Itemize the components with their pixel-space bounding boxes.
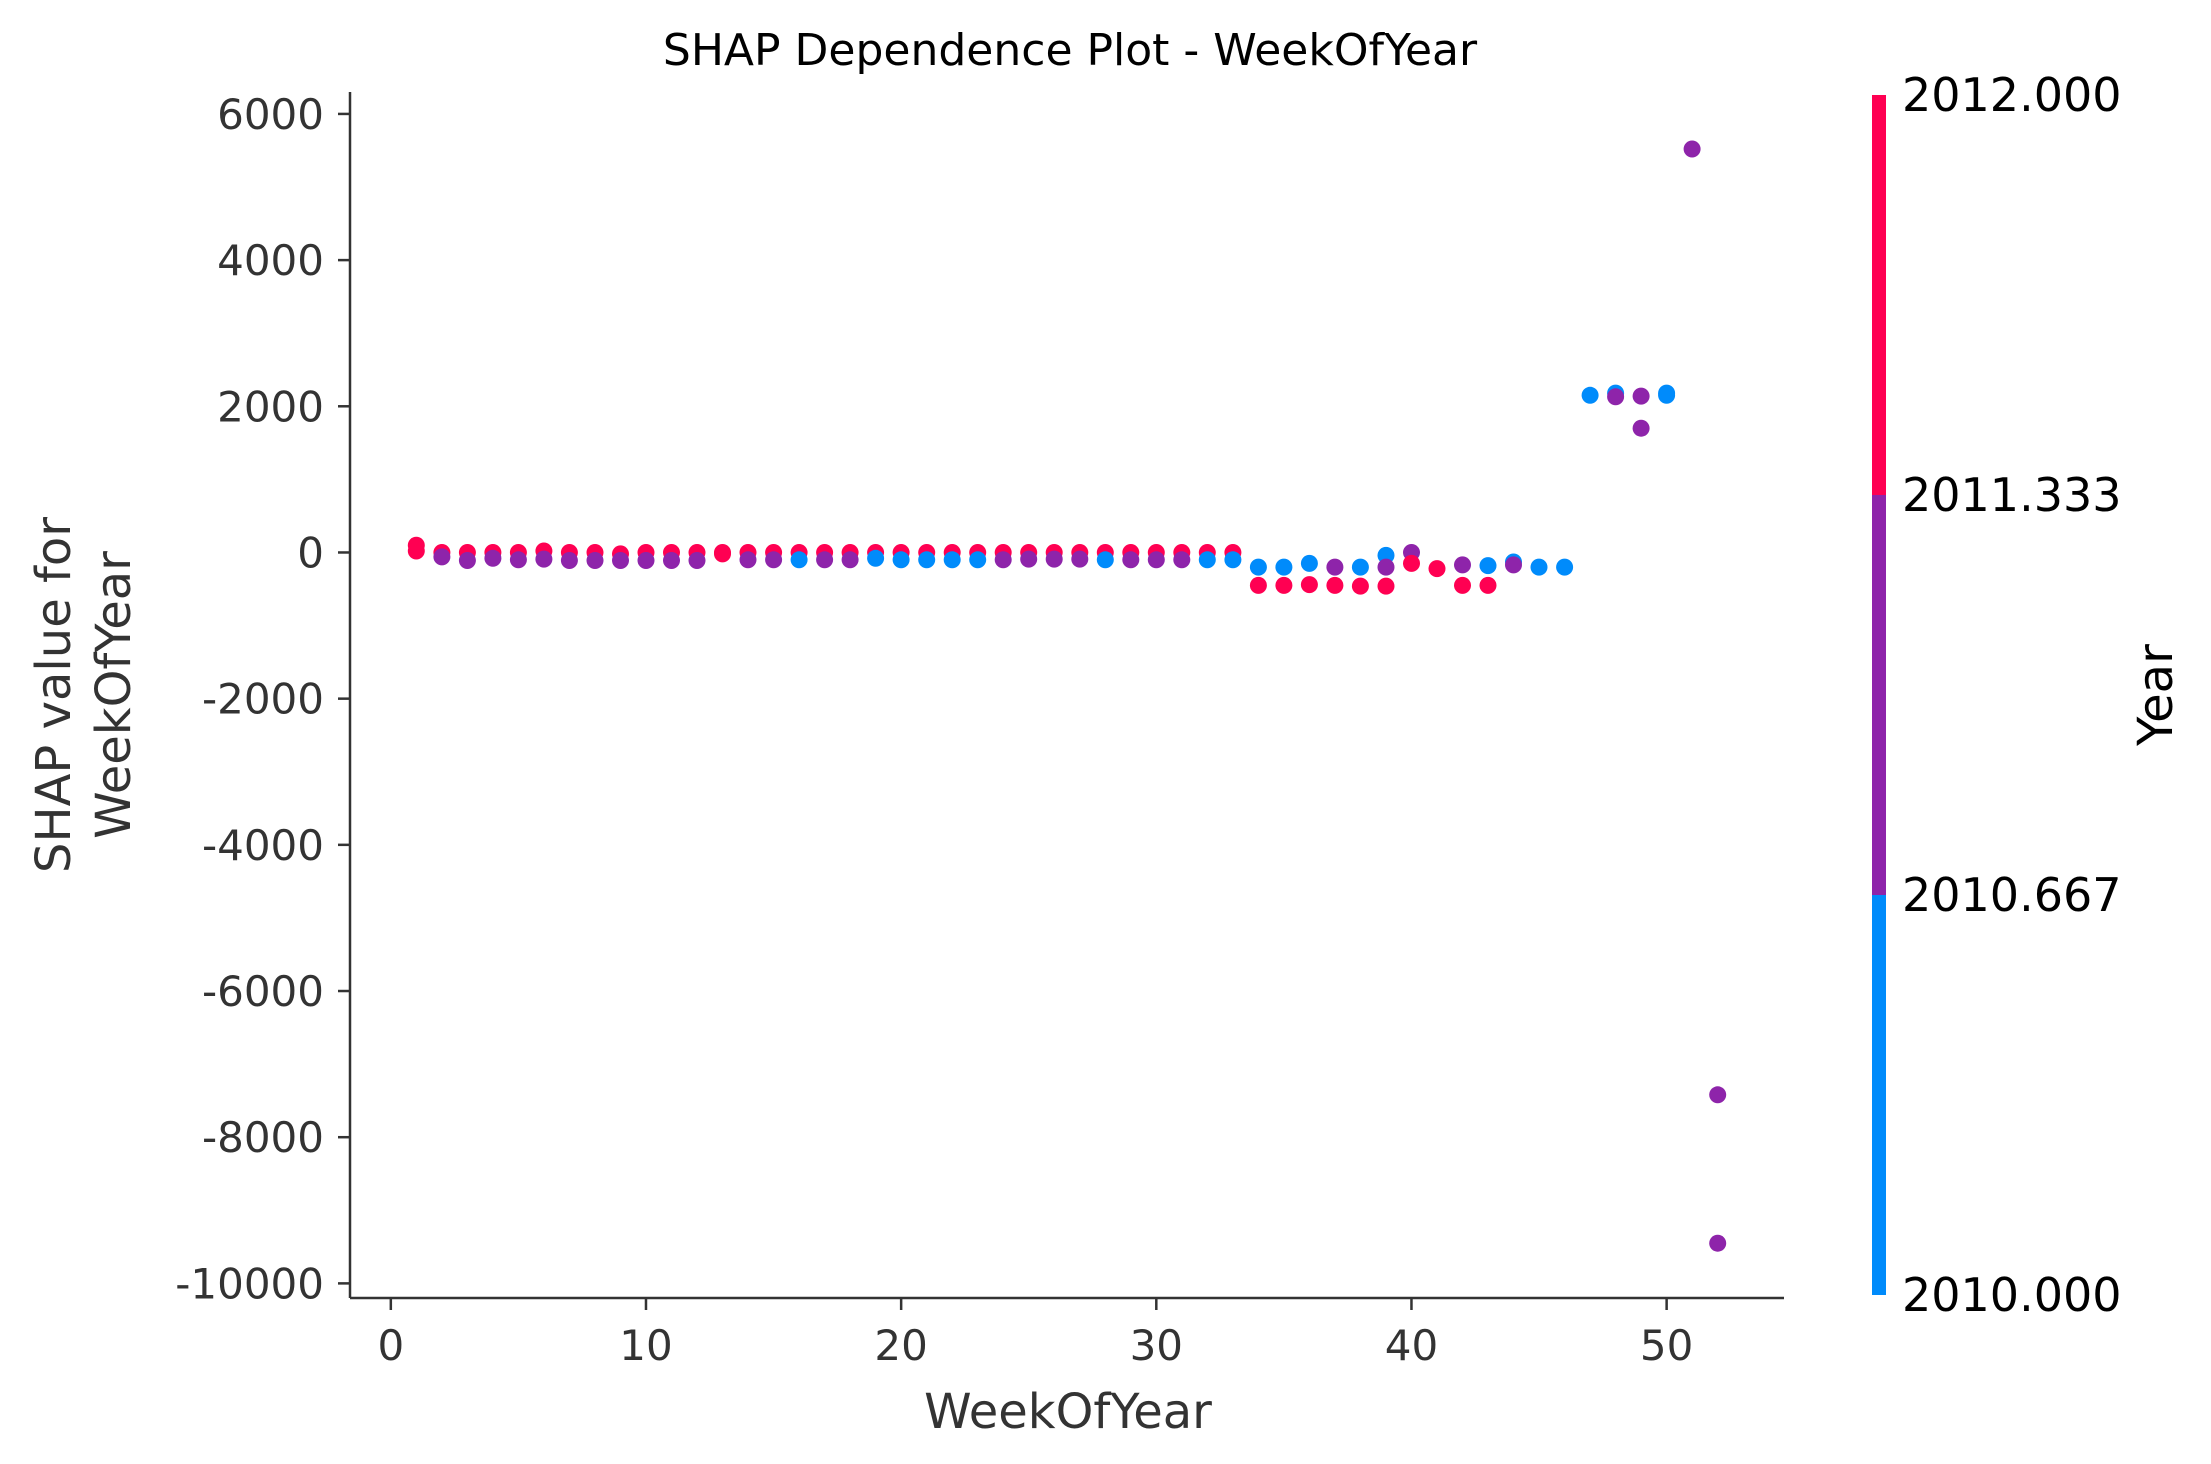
scatter-point <box>1428 560 1446 578</box>
scatter-point <box>1351 577 1369 595</box>
scatter-point <box>918 551 936 569</box>
scatter-point <box>1326 576 1344 594</box>
scatter-point <box>1249 576 1267 594</box>
scatter-point <box>867 549 885 567</box>
chart-title: SHAP Dependence Plot - WeekOfYear <box>663 25 1478 76</box>
colorbar <box>1872 95 1886 1295</box>
scatter-point <box>1505 556 1522 574</box>
colorbar-tick-label: 2012.000 <box>1902 68 2122 122</box>
scatter-point <box>1658 386 1676 404</box>
scatter-point <box>1275 558 1293 576</box>
scatter-point <box>1403 554 1420 572</box>
x-tick-label: 30 <box>1130 1321 1183 1370</box>
scatter-point <box>509 551 527 569</box>
scatter-point <box>1275 576 1293 594</box>
scatter-point <box>1096 551 1114 569</box>
y-axis-ticks: 6000 4000 2000 0 -2000 -4000 -6000 -8000 -10000 <box>175 90 350 1308</box>
y-tick-label: 6000 <box>217 90 324 139</box>
scatter-point <box>560 552 578 569</box>
y-tick-label: -6000 <box>202 967 324 1016</box>
y-axis-title: SHAP value for WeekOfYear <box>26 517 142 873</box>
scatter-point <box>663 552 680 569</box>
scatter-point <box>765 551 783 569</box>
scatter-point <box>714 545 731 563</box>
scatter-point <box>458 552 476 569</box>
x-tick-label: 40 <box>1385 1321 1438 1370</box>
y-tick-label: 2000 <box>217 382 324 431</box>
y-tick-label: -2000 <box>202 675 324 724</box>
scatter-point <box>1071 550 1089 568</box>
scatter-point <box>1300 576 1318 594</box>
scatter-point <box>1377 558 1395 576</box>
scatter-point <box>1224 551 1242 569</box>
scatter-point <box>1045 550 1063 568</box>
scatter-point <box>1581 386 1599 404</box>
scatter-point <box>1556 558 1574 576</box>
scatter-point <box>1300 554 1318 572</box>
scatter-point <box>892 551 910 569</box>
y-tick-label: 4000 <box>217 236 324 285</box>
scatter-point <box>1479 557 1497 575</box>
x-tick-label: 0 <box>377 1321 404 1370</box>
colorbar-title: Year <box>2128 644 2184 747</box>
scatter-point <box>790 551 808 569</box>
scatter-point <box>484 549 502 567</box>
scatter-point <box>637 552 655 569</box>
scatter-point <box>943 551 961 569</box>
colorbar-ticks: 2012.000 2011.333 2010.667 2010.000 <box>1902 68 2122 1322</box>
scatter-point <box>1377 546 1395 564</box>
scatter-point <box>1020 550 1038 568</box>
scatter-point <box>612 552 629 569</box>
scatter-point <box>1454 556 1471 574</box>
scatter-point <box>739 551 757 569</box>
scatter-point <box>1351 558 1369 576</box>
scatter-point <box>1198 551 1216 569</box>
scatter-point <box>688 552 706 569</box>
scatter-point <box>586 552 604 569</box>
scatter-point <box>1632 387 1650 405</box>
scatter-point <box>1709 1234 1727 1252</box>
x-tick-label: 20 <box>874 1321 927 1370</box>
scatter-points <box>407 140 1727 1252</box>
scatter-point <box>1479 576 1497 594</box>
scatter-point <box>1249 558 1267 576</box>
scatter-point <box>1147 551 1165 569</box>
scatter-point <box>1683 140 1701 158</box>
scatter-point <box>1377 577 1395 595</box>
scatter-point <box>407 542 425 560</box>
colorbar-tick-label: 2010.000 <box>1902 1268 2122 1322</box>
scatter-point <box>1326 558 1344 576</box>
scatter-point <box>969 551 987 569</box>
y-tick-label: -10000 <box>175 1259 324 1308</box>
scatter-point <box>535 550 553 568</box>
scatter-point <box>1632 419 1650 437</box>
y-axis-title-line-1: SHAP value for <box>26 517 82 873</box>
scatter-point <box>1607 388 1625 406</box>
x-tick-label: 50 <box>1640 1321 1693 1370</box>
scatter-point <box>1530 558 1548 576</box>
scatter-point <box>1122 551 1140 569</box>
y-axis-title-line-2: WeekOfYear <box>86 551 142 839</box>
x-axis-title: WeekOfYear <box>924 1384 1212 1440</box>
scatter-point <box>841 551 859 569</box>
y-tick-label: -4000 <box>202 821 324 870</box>
scatter-point <box>1709 1086 1727 1104</box>
scatter-point <box>816 551 834 569</box>
colorbar-tick-label: 2011.333 <box>1902 468 2122 522</box>
scatter-point <box>1173 551 1191 569</box>
scatter-point <box>1454 576 1471 594</box>
y-tick-label: -8000 <box>202 1113 324 1162</box>
x-axis-ticks: 0 10 20 30 40 50 <box>377 1298 1693 1370</box>
scatter-point <box>433 548 451 566</box>
scatter-point <box>994 551 1012 569</box>
y-tick-label: 0 <box>297 528 324 577</box>
colorbar-tick-label: 2010.667 <box>1902 868 2122 922</box>
x-tick-label: 10 <box>619 1321 672 1370</box>
